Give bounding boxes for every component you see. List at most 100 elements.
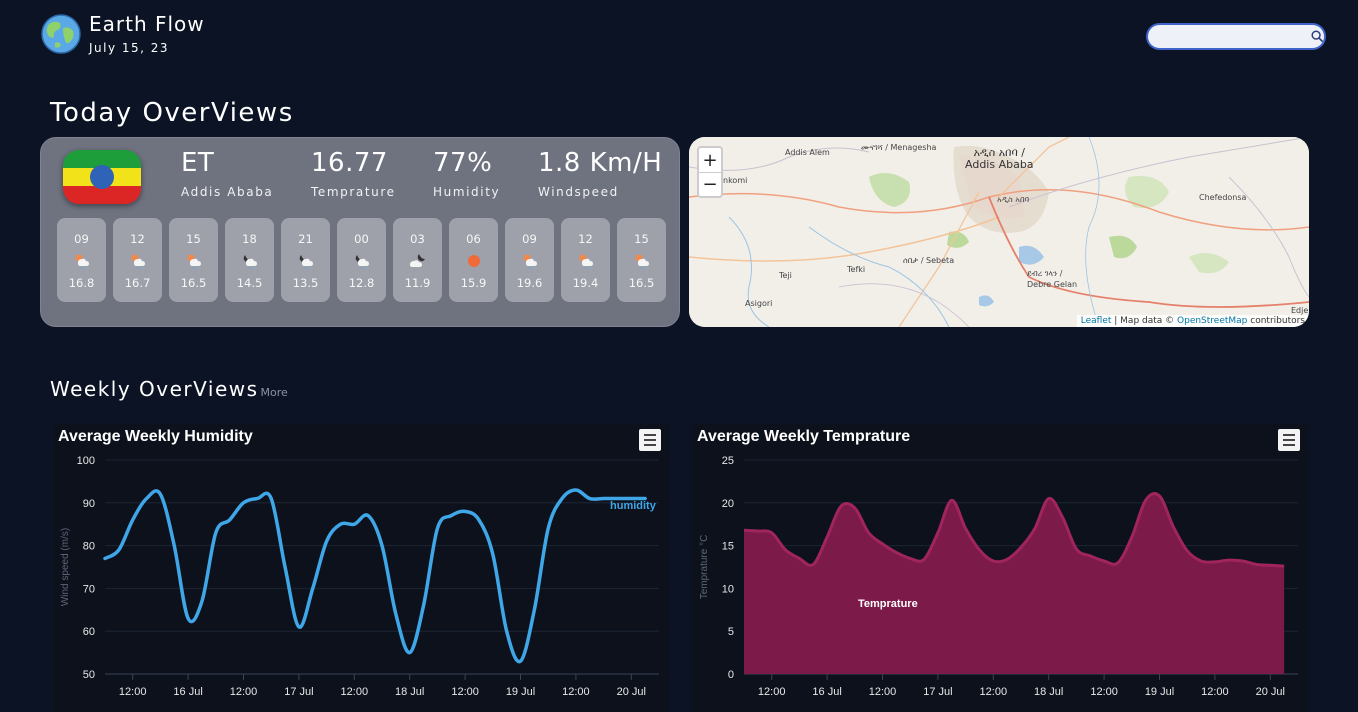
hour-temp: 11.9 bbox=[404, 276, 431, 290]
chart-title: Average Weekly Temprature bbox=[697, 428, 911, 445]
location-map[interactable]: Addis Alem ሙናገሻ / Menagesha አዲስ አበባ / Ad… bbox=[689, 137, 1309, 327]
x-tick-label: 19 Jul bbox=[1145, 686, 1174, 698]
weekly-heading-row: Weekly OverViews More bbox=[50, 377, 288, 401]
chart-menu-button[interactable] bbox=[639, 429, 661, 451]
hour-tile: 12 16.7 bbox=[113, 218, 162, 302]
y-tick-label: 5 bbox=[728, 626, 734, 638]
hour-tile: 03 11.9 bbox=[393, 218, 442, 302]
x-tick-label: 12:00 bbox=[341, 686, 369, 698]
hour-tile: 12 19.4 bbox=[561, 218, 610, 302]
map-place-label: Chefedonsa bbox=[1199, 193, 1247, 202]
humidity-value: 77% bbox=[433, 148, 493, 178]
humidity-label: Humidity bbox=[433, 185, 501, 199]
brand: Earth Flow July 15, 23 bbox=[41, 12, 205, 55]
x-tick-label: 12:00 bbox=[119, 686, 147, 698]
hour-temp: 16.8 bbox=[68, 276, 95, 290]
search-input[interactable] bbox=[1148, 25, 1310, 48]
y-tick-label: 50 bbox=[83, 669, 95, 681]
leaflet-link[interactable]: Leaflet bbox=[1080, 316, 1112, 326]
y-axis-label: Temprature °C bbox=[699, 535, 710, 600]
x-tick-label: 12:00 bbox=[1090, 686, 1118, 698]
y-tick-label: 100 bbox=[77, 455, 95, 467]
x-tick-label: 20 Jul bbox=[1256, 686, 1285, 698]
map-place-label: nkomi bbox=[723, 176, 748, 185]
x-tick-label: 12:00 bbox=[869, 686, 897, 698]
x-tick-label: 20 Jul bbox=[617, 686, 646, 698]
weekly-heading: Weekly OverViews bbox=[50, 377, 259, 401]
x-tick-label: 19 Jul bbox=[506, 686, 535, 698]
hour-label: 15 bbox=[634, 232, 649, 246]
x-tick-label: 18 Jul bbox=[395, 686, 424, 698]
y-axis-label: Wind speed (m/s) bbox=[60, 528, 71, 606]
y-tick-label: 10 bbox=[722, 583, 734, 595]
x-tick-label: 12:00 bbox=[1201, 686, 1229, 698]
globe-icon bbox=[41, 13, 81, 54]
today-card: ET Addis Ababa 16.77 Temprature 77% Humi… bbox=[40, 137, 680, 327]
hour-label: 09 bbox=[522, 232, 537, 246]
temperature-value: 16.77 bbox=[311, 148, 388, 178]
app-title: Earth Flow bbox=[89, 12, 205, 36]
x-tick-label: 18 Jul bbox=[1034, 686, 1063, 698]
temperature-chart: 0 5 10 15 20 25 12:00 16 Jul 12:00 17 Jul 12:00 18 … bbox=[692, 424, 1308, 712]
hour-temp: 13.5 bbox=[292, 276, 319, 290]
sun-icon bbox=[466, 250, 482, 272]
series-label: humidity bbox=[610, 500, 657, 512]
map-place-label: Teji bbox=[779, 271, 792, 280]
map-tiles bbox=[689, 137, 1309, 327]
y-tick-label: 60 bbox=[83, 626, 95, 638]
x-tick-label: 16 Jul bbox=[812, 686, 841, 698]
search-icon[interactable] bbox=[1310, 30, 1324, 43]
rain-sun-icon bbox=[129, 250, 147, 272]
y-tick-label: 80 bbox=[83, 541, 95, 553]
hour-temp: 19.4 bbox=[572, 276, 599, 290]
rain-moon-icon bbox=[297, 250, 315, 272]
more-link[interactable]: More bbox=[260, 386, 288, 399]
humidity-stat: 77% Humidity bbox=[433, 148, 500, 199]
windspeed-stat: 1.8 Km/H Windspeed bbox=[538, 148, 662, 199]
hour-tile: 06 15.9 bbox=[449, 218, 498, 302]
hour-tile: 00 12.8 bbox=[337, 218, 386, 302]
x-tick-label: 17 Jul bbox=[284, 686, 313, 698]
y-tick-label: 70 bbox=[83, 583, 95, 595]
search-box bbox=[1146, 23, 1326, 50]
y-tick-label: 15 bbox=[722, 541, 734, 553]
y-tick-label: 20 bbox=[722, 498, 734, 510]
osm-link[interactable]: OpenStreetMap bbox=[1177, 316, 1248, 326]
map-place-label: Edje bbox=[1291, 306, 1309, 315]
hour-label: 18 bbox=[242, 232, 257, 246]
hour-label: 21 bbox=[298, 232, 313, 246]
map-place-label: Asigori bbox=[745, 299, 773, 308]
map-zoom-control: + − bbox=[697, 146, 723, 198]
hour-tile: 18 14.5 bbox=[225, 218, 274, 302]
humidity-series-line bbox=[103, 488, 647, 664]
hour-temp: 16.5 bbox=[180, 276, 207, 290]
country-flag bbox=[63, 150, 141, 204]
hour-temp: 15.9 bbox=[460, 276, 487, 290]
y-tick-label: 25 bbox=[722, 455, 734, 467]
zoom-in-button[interactable]: + bbox=[702, 149, 718, 171]
rain-sun-icon bbox=[185, 250, 203, 272]
x-tick-label: 12:00 bbox=[451, 686, 479, 698]
chart-menu-button[interactable] bbox=[1278, 429, 1300, 451]
temperature-area bbox=[744, 493, 1285, 674]
hour-label: 12 bbox=[578, 232, 593, 246]
attribution-tail: contributors bbox=[1247, 316, 1305, 326]
hour-tile: 15 16.5 bbox=[617, 218, 666, 302]
rain-sun-icon bbox=[521, 250, 539, 272]
current-date: July 15, 23 bbox=[89, 41, 170, 55]
rain-sun-icon bbox=[73, 250, 91, 272]
hour-tile: 15 16.5 bbox=[169, 218, 218, 302]
x-tick-label: 12:00 bbox=[230, 686, 258, 698]
hourly-forecast: 09 16.8 12 16.7 15 16.5 18 14.5 21 13.5 00 12.8 03 11… bbox=[57, 218, 666, 302]
hour-tile: 21 13.5 bbox=[281, 218, 330, 302]
x-tick-label: 17 Jul bbox=[923, 686, 952, 698]
map-attribution: Leaflet | Map data © OpenStreetMap contr… bbox=[1076, 315, 1309, 327]
hour-temp: 19.6 bbox=[516, 276, 543, 290]
hour-tile: 09 19.6 bbox=[505, 218, 554, 302]
humidity-chart-svg: 50 60 70 80 90 100 12:00 16 Jul 12:00 17 Jul 12:00… bbox=[60, 455, 659, 698]
map-place-label: Addis Alem bbox=[785, 148, 830, 157]
country-code: ET bbox=[181, 148, 215, 178]
rain-moon-icon bbox=[241, 250, 259, 272]
location-stat: ET Addis Ababa bbox=[181, 148, 273, 199]
zoom-out-button[interactable]: − bbox=[699, 172, 721, 196]
